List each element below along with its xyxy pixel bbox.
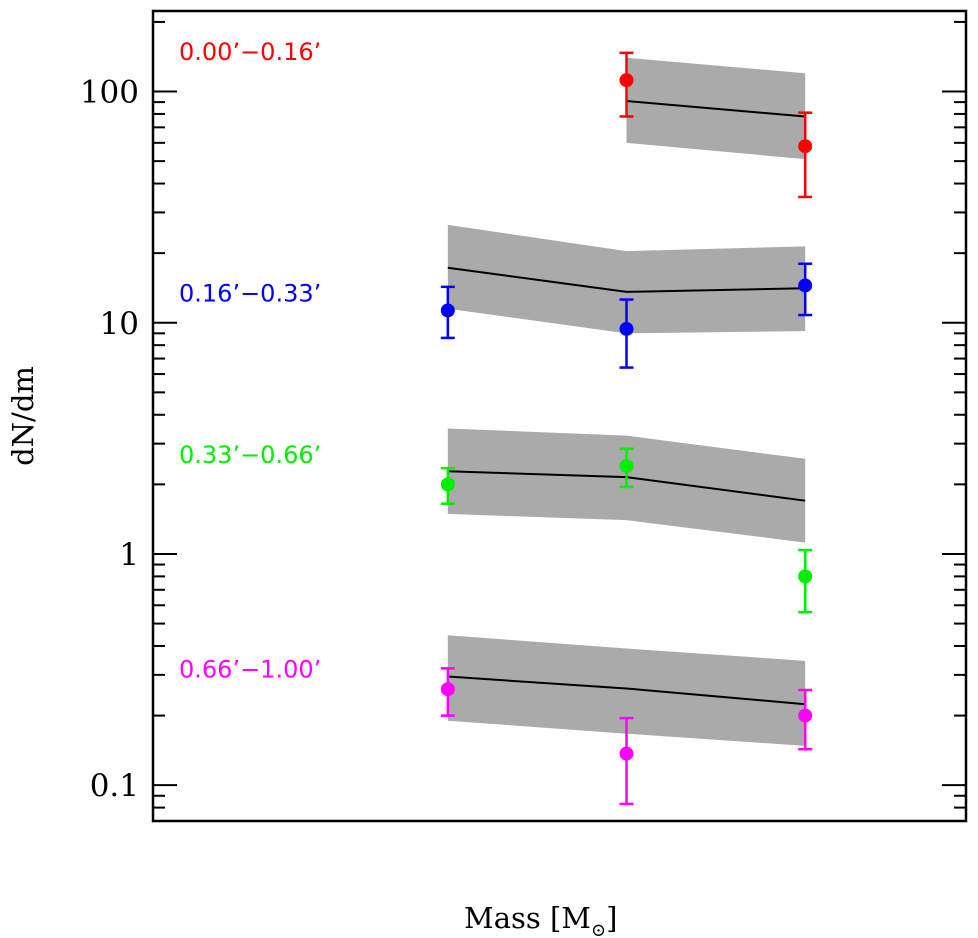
data-point xyxy=(798,139,813,154)
model-bands xyxy=(447,57,806,746)
data-point xyxy=(619,321,634,336)
data-point xyxy=(440,303,455,318)
data-points xyxy=(440,73,813,761)
model-band xyxy=(447,224,806,334)
model-band xyxy=(447,635,806,746)
model-line xyxy=(447,266,806,293)
data-point xyxy=(798,278,813,293)
x-axis-label: Mass [M⊙] xyxy=(464,901,617,938)
data-point xyxy=(798,569,813,584)
data-point xyxy=(798,708,813,723)
plot-frame xyxy=(151,9,968,823)
y-axis-label: dN/dm xyxy=(6,366,40,466)
y-axis-tick-labels: 0.1 1 10 100 xyxy=(80,75,139,805)
data-point xyxy=(440,682,455,697)
y-tick-label: 100 xyxy=(80,75,139,111)
model-line xyxy=(447,675,806,706)
data-point xyxy=(619,73,634,88)
y-tick-label: 1 xyxy=(119,537,139,573)
series-labels: 0.00’−0.16’ 0.16’−0.33’ 0.33’−0.66’ 0.66’−1… xyxy=(179,38,321,684)
series-label: 0.66’−1.00’ xyxy=(179,655,321,683)
y-tick-label: 0.1 xyxy=(90,768,139,804)
x-axis-label-main: Mass [M xyxy=(464,901,591,935)
data-point xyxy=(619,746,634,761)
data-point xyxy=(440,477,455,492)
data-point xyxy=(619,459,634,474)
y-tick-label: 10 xyxy=(100,306,139,342)
series-label: 0.00’−0.16’ xyxy=(179,38,321,66)
series-label: 0.16’−0.33’ xyxy=(179,280,321,308)
series-label: 0.33’−0.66’ xyxy=(179,441,321,469)
model-line xyxy=(626,100,806,118)
x-axis-label-close: ] xyxy=(606,901,617,935)
y-axis-ticks xyxy=(153,20,966,822)
x-axis-label-subscript: ⊙ xyxy=(591,920,606,938)
model-lines xyxy=(447,100,806,706)
